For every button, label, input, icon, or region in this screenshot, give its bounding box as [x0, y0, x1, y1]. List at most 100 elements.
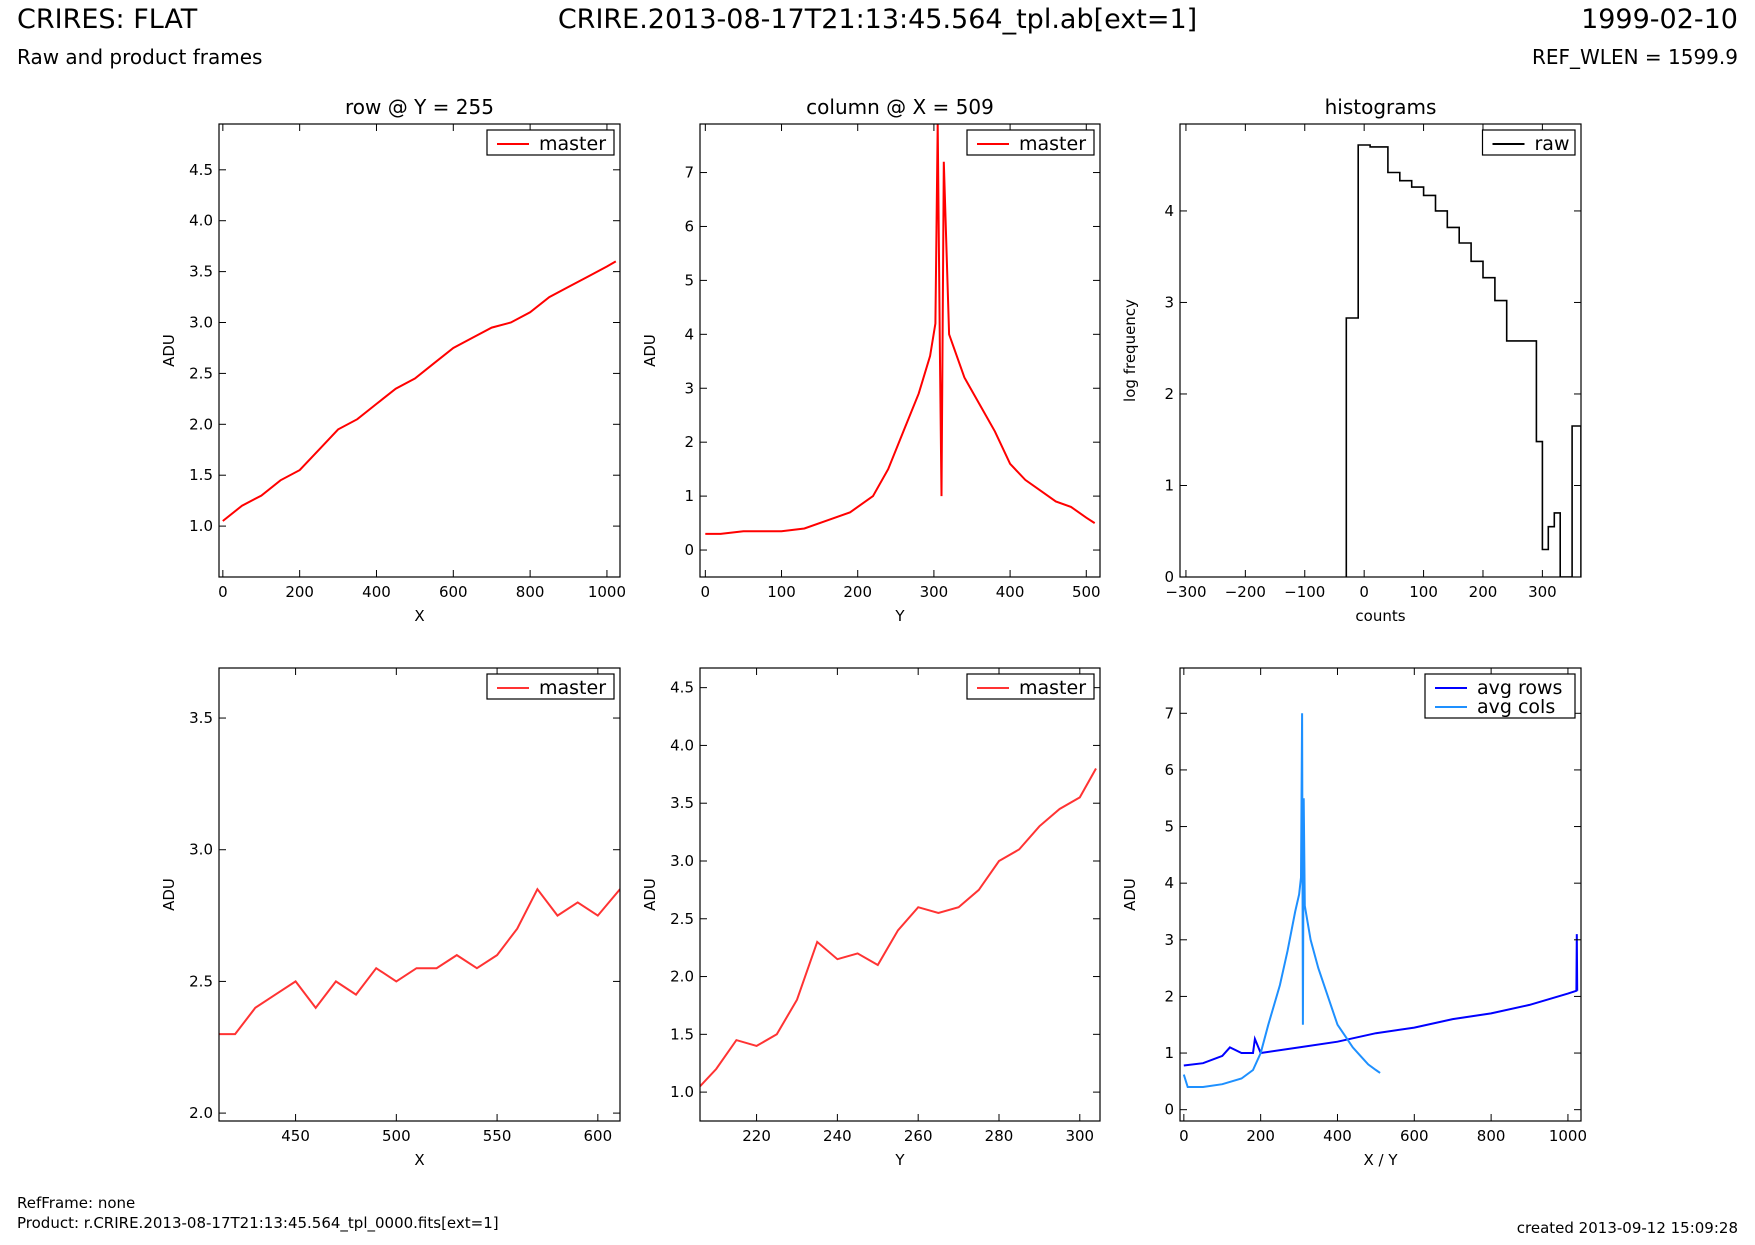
legend-entry: master	[539, 133, 606, 155]
series-col-0	[705, 124, 1096, 535]
y-tick-label: 7	[1164, 704, 1174, 722]
plot-frame	[218, 667, 621, 1122]
x-tick-label: 0	[1359, 583, 1369, 601]
y-tick-label: 3.5	[189, 709, 213, 727]
y-tick-label: 3.5	[189, 263, 213, 281]
series-rowzoom-0	[219, 887, 620, 1036]
y-tick-label: 2.5	[189, 972, 213, 990]
y-tick-label: 1.0	[670, 1083, 694, 1101]
x-tick-label: 200	[1246, 1127, 1275, 1145]
x-tick-label: 400	[362, 583, 391, 601]
file-name: CRIRE.2013-08-17T21:13:45.564_tpl.ab[ext…	[557, 4, 1198, 35]
y-tick-label: 3.0	[189, 841, 213, 859]
y-tick-label: 4	[1164, 202, 1174, 220]
y-tick-label: 0	[684, 541, 694, 559]
y-tick-label: 4.0	[189, 212, 213, 230]
y-axis-label: ADU	[1121, 878, 1139, 911]
x-tick-label: 800	[516, 583, 545, 601]
chart-row: 0 200 400 600 800 1000 1.0 1.5 2.0 2.5 3.0 3.5 4.0 4.…	[160, 95, 626, 625]
y-axis-label: ADU	[160, 334, 178, 367]
series-colzoom-0	[700, 768, 1097, 1087]
y-tick-label: 1	[1164, 1044, 1174, 1062]
y-tick-label: 4.5	[189, 161, 213, 179]
y-tick-label: 6	[1164, 761, 1174, 779]
x-tick-label: 800	[1477, 1127, 1506, 1145]
x-tick-label: 300	[920, 583, 949, 601]
legend-entry: master	[539, 677, 606, 699]
y-tick-label: 2	[684, 433, 694, 451]
x-tick-label: 1000	[588, 583, 626, 601]
x-tick-label: 550	[483, 1127, 512, 1145]
x-axis-label: X	[414, 1151, 424, 1169]
x-tick-label: 100	[767, 583, 796, 601]
y-axis-label: ADU	[641, 878, 659, 911]
y-tick-label: 1.5	[670, 1025, 694, 1043]
page-subtitle: Raw and product frames	[17, 45, 263, 69]
x-tick-label: −200	[1225, 583, 1266, 601]
y-tick-label: 2.0	[189, 1104, 213, 1122]
x-tick-label: 200	[1469, 583, 1498, 601]
y-tick-label: 7	[684, 164, 694, 182]
plot-frame	[1179, 123, 1582, 578]
y-tick-label: 2.0	[670, 968, 694, 986]
plot-frame	[699, 123, 1101, 578]
x-axis-label: X / Y	[1363, 1151, 1398, 1169]
x-tick-label: 600	[584, 1127, 613, 1145]
legend: master	[966, 129, 1095, 156]
legend: master	[486, 673, 615, 700]
x-tick-label: 500	[1072, 583, 1101, 601]
x-tick-label: 260	[904, 1127, 933, 1145]
legend-entry: raw	[1535, 133, 1570, 155]
y-tick-label: 1	[684, 487, 694, 505]
y-tick-label: 2.5	[670, 910, 694, 928]
legend-entry: avg cols	[1477, 696, 1555, 718]
series-avg-1	[1182, 713, 1381, 1088]
x-axis-label: counts	[1355, 607, 1405, 625]
refframe-label: RefFrame: none	[17, 1194, 136, 1212]
y-tick-label: 0	[1164, 568, 1174, 586]
observation-date: 1999-02-10	[1581, 4, 1738, 35]
x-tick-label: 0	[701, 583, 711, 601]
x-tick-label: 0	[218, 583, 228, 601]
y-tick-label: 1.0	[189, 517, 213, 535]
chart-rowzoom: 450 500 550 600 2.0 2.5 3.0 3.5 X ADU master	[160, 667, 621, 1169]
y-tick-label: 4	[1164, 874, 1174, 892]
chart-avg: 0 200 400 600 800 1000 0 1 2 3 4 5 6 7 X / Y ADU avg row…	[1121, 667, 1587, 1169]
series-avg-0	[1183, 934, 1579, 1067]
x-tick-label: 300	[1065, 1127, 1094, 1145]
y-tick-label: 3	[1164, 931, 1174, 949]
x-tick-label: 400	[1323, 1127, 1352, 1145]
x-tick-label: 400	[996, 583, 1025, 601]
y-axis-label: log frequency	[1121, 299, 1139, 402]
plot-frame	[218, 123, 621, 578]
chart-col: 0 100 200 300 400 500 0 1 2 3 4 5 6 7 Y ADU column @ X =…	[641, 95, 1101, 625]
product-label: Product: r.CRIRE.2013-08-17T21:13:45.564…	[17, 1214, 499, 1232]
x-tick-label: 1000	[1549, 1127, 1587, 1145]
y-tick-label: 2	[1164, 385, 1174, 403]
chart-colzoom: 220 240 260 280 300 1.0 1.5 2.0 2.5 3.0 3.5 4.0 4.5 Y…	[641, 667, 1101, 1169]
x-tick-label: 600	[1400, 1127, 1429, 1145]
y-tick-label: 0	[1164, 1101, 1174, 1119]
x-axis-label: X	[414, 607, 424, 625]
legend-entry: master	[1019, 677, 1086, 699]
chart-title: histograms	[1325, 95, 1437, 119]
x-tick-label: −100	[1284, 583, 1325, 601]
x-axis-label: Y	[894, 1151, 905, 1169]
x-tick-label: 450	[281, 1127, 310, 1145]
x-axis-label: Y	[894, 607, 905, 625]
x-tick-label: 220	[742, 1127, 771, 1145]
x-tick-label: 300	[1528, 583, 1557, 601]
x-tick-label: 240	[823, 1127, 852, 1145]
legend-entry: master	[1019, 133, 1086, 155]
series-row-0	[222, 260, 617, 522]
x-tick-label: 200	[843, 583, 872, 601]
chart-title: column @ X = 509	[806, 95, 994, 119]
y-tick-label: 4.5	[670, 679, 694, 697]
legend-entry: avg rows	[1477, 677, 1562, 699]
y-tick-label: 2.5	[189, 364, 213, 382]
ref-wlen: REF_WLEN = 1599.9	[1531, 45, 1738, 69]
legend: raw	[1481, 129, 1576, 156]
y-tick-label: 3	[1164, 293, 1174, 311]
